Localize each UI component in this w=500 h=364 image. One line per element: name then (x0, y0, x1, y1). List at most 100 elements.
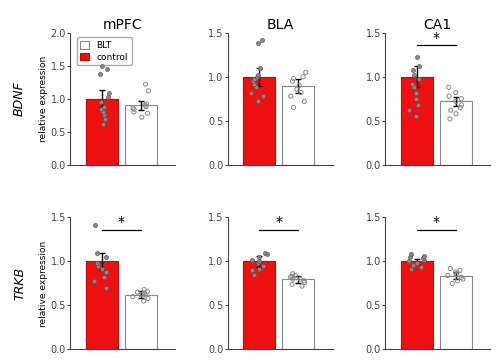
Point (459, 276, 467, 282)
Point (420, 257, 428, 262)
Point (92, 250, 100, 256)
Point (258, 37, 266, 43)
Point (408, 81, 416, 87)
Point (444, 273, 452, 278)
Point (102, 269, 110, 275)
Title: BLA: BLA (266, 17, 293, 32)
Point (410, 84, 418, 90)
Point (250, 272, 258, 278)
Point (100, 274, 108, 280)
Point (288, 281, 296, 287)
Point (104, 95, 112, 100)
Point (458, 274, 466, 280)
Point (102, 116, 110, 122)
Point (412, 114, 420, 119)
Y-axis label: relative expression: relative expression (38, 240, 48, 327)
Point (144, 288, 152, 294)
Legend: BLT, control: BLT, control (76, 37, 132, 65)
Point (290, 76, 298, 82)
Bar (401, 261, 433, 349)
Point (134, 289, 141, 295)
Point (261, 250, 269, 256)
Bar (86, 261, 118, 349)
Text: TRKB: TRKB (13, 267, 26, 300)
Point (452, 111, 460, 116)
Bar (440, 101, 472, 165)
Point (454, 278, 462, 284)
Point (456, 104, 464, 110)
Point (288, 273, 296, 279)
Point (259, 93, 267, 99)
Point (415, 76, 423, 82)
Point (137, 292, 145, 298)
Point (102, 254, 110, 260)
Point (256, 65, 264, 71)
Point (452, 271, 460, 277)
Point (414, 260, 422, 266)
Point (144, 296, 152, 301)
Point (420, 253, 428, 259)
Point (93, 260, 101, 266)
Point (290, 104, 298, 110)
Title: CA1: CA1 (424, 17, 452, 32)
Point (90, 278, 98, 284)
Point (130, 109, 138, 115)
Point (420, 255, 428, 261)
Point (295, 83, 303, 88)
Point (138, 114, 146, 120)
Point (96, 71, 104, 76)
Point (452, 98, 460, 104)
Point (412, 96, 420, 102)
Point (445, 93, 453, 99)
Point (446, 116, 454, 122)
Point (97, 99, 105, 105)
Bar (244, 77, 276, 165)
Point (94, 263, 102, 269)
Point (286, 93, 294, 99)
Point (254, 98, 262, 104)
Bar (282, 279, 314, 349)
Point (100, 112, 108, 118)
Point (286, 274, 294, 280)
Point (144, 88, 152, 94)
Point (262, 252, 270, 257)
Text: BDNF: BDNF (13, 81, 26, 116)
Point (249, 78, 257, 84)
Point (456, 267, 464, 273)
Bar (244, 261, 276, 349)
Point (250, 81, 258, 87)
Point (412, 90, 420, 95)
Point (288, 78, 296, 84)
Point (452, 272, 460, 278)
Point (408, 266, 416, 272)
Point (98, 109, 106, 115)
Point (248, 90, 256, 95)
Point (140, 290, 148, 296)
Point (259, 263, 267, 269)
Point (299, 74, 307, 80)
Point (410, 72, 418, 78)
Point (297, 90, 305, 95)
Point (417, 264, 425, 270)
Point (140, 298, 147, 304)
Bar (401, 77, 433, 165)
Point (248, 267, 256, 273)
Point (100, 104, 108, 110)
Point (448, 281, 456, 286)
Point (140, 287, 148, 293)
Point (414, 102, 422, 108)
Point (141, 102, 149, 108)
Point (409, 262, 417, 268)
Point (96, 106, 104, 111)
Point (446, 107, 454, 113)
Point (144, 110, 152, 116)
Point (254, 72, 262, 78)
Point (129, 105, 137, 111)
Point (138, 291, 146, 297)
Title: mPFC: mPFC (102, 17, 142, 32)
Point (407, 252, 415, 257)
Point (414, 55, 422, 60)
Point (452, 269, 460, 275)
Point (252, 84, 260, 90)
Point (300, 98, 308, 104)
